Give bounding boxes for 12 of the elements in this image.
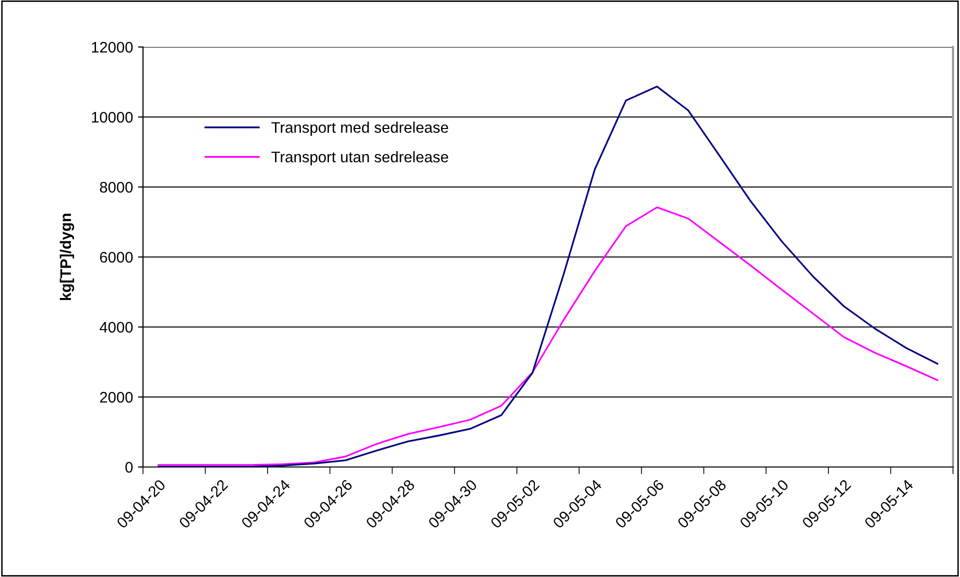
y-tick-label: 6000 [100,252,133,263]
line-series [158,206,938,466]
y-axis-title: kg[TP]/dygn [60,214,74,300]
legend-label: Transport med sedrelease [271,122,448,136]
y-tick-label: 10000 [92,112,133,123]
y-tick-label: 2000 [100,392,133,403]
line-series [158,86,938,467]
y-tick-label: 8000 [100,182,133,193]
y-tick-label: 0 [125,462,133,473]
y-tick-label: 12000 [92,42,133,53]
legend-label: Transport utan sedrelease [271,151,448,166]
y-tick-label: 4000 [100,322,133,333]
